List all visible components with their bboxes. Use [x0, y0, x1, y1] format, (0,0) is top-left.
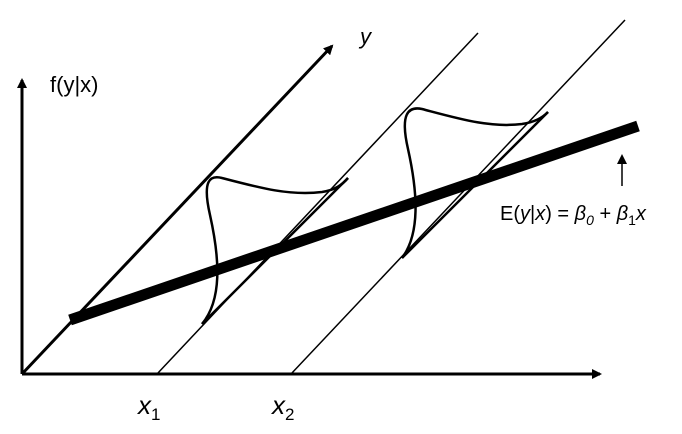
eq-beta1: β	[616, 203, 628, 225]
x1-label-main: x	[136, 390, 152, 420]
regression-equation: E(y|x) = β0 + β1x	[500, 203, 647, 228]
eq-beta0: β	[574, 203, 586, 225]
x1-label-sub: 1	[151, 405, 160, 424]
vertical-axis-label: f(y|x)	[50, 72, 98, 97]
guide-line-x2	[290, 19, 626, 375]
x2-label: x2	[270, 390, 294, 424]
eq-beta0-sub: 0	[586, 212, 594, 228]
eq-x: x	[534, 203, 546, 225]
x1-label: x1	[136, 390, 160, 424]
eq-prefix: E(	[500, 203, 520, 225]
regression-line	[68, 120, 640, 326]
eq-x-end: x	[635, 203, 647, 225]
eq-bar: |	[530, 203, 535, 225]
x2-label-main: x	[270, 390, 286, 420]
guide-line-x1	[156, 32, 479, 375]
eq-beta1-sub: 1	[628, 212, 636, 228]
y-axis-label: y	[358, 24, 373, 49]
eq-y: y	[518, 203, 531, 225]
x2-label-sub: 2	[285, 405, 294, 424]
eq-middle: ) =	[545, 203, 574, 225]
eq-plus: +	[594, 203, 617, 225]
